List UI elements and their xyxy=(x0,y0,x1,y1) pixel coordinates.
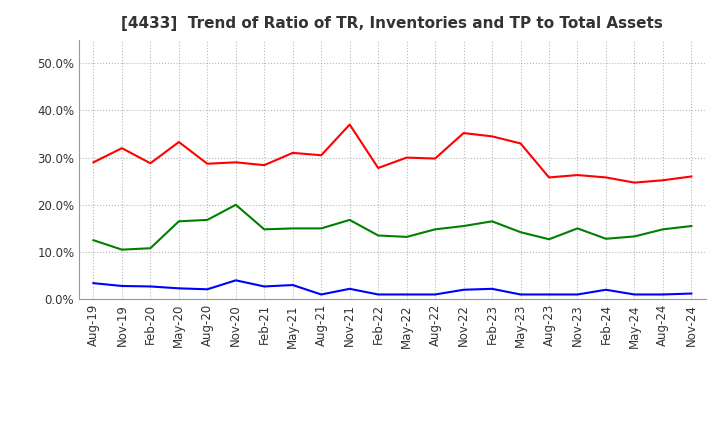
Trade Receivables xyxy=(630,180,639,185)
Inventories xyxy=(659,292,667,297)
Inventories xyxy=(232,278,240,283)
Trade Receivables xyxy=(431,156,439,161)
Inventories xyxy=(545,292,554,297)
Inventories xyxy=(487,286,496,291)
Inventories xyxy=(459,287,468,293)
Inventories xyxy=(402,292,411,297)
Trade Payables xyxy=(174,219,183,224)
Trade Payables xyxy=(602,236,611,242)
Trade Receivables xyxy=(402,155,411,160)
Trade Payables xyxy=(630,234,639,239)
Trade Receivables xyxy=(459,130,468,136)
Inventories xyxy=(431,292,439,297)
Inventories xyxy=(174,286,183,291)
Trade Receivables xyxy=(260,162,269,168)
Inventories xyxy=(317,292,325,297)
Trade Receivables xyxy=(89,160,98,165)
Inventories xyxy=(346,286,354,291)
Trade Receivables xyxy=(174,139,183,145)
Trade Payables xyxy=(346,217,354,223)
Trade Payables xyxy=(232,202,240,207)
Trade Payables xyxy=(146,246,155,251)
Trade Payables xyxy=(374,233,382,238)
Line: Trade Receivables: Trade Receivables xyxy=(94,125,691,183)
Inventories xyxy=(687,291,696,296)
Trade Receivables xyxy=(146,161,155,166)
Trade Receivables xyxy=(659,178,667,183)
Trade Payables xyxy=(89,238,98,243)
Trade Payables xyxy=(117,247,126,252)
Line: Trade Payables: Trade Payables xyxy=(94,205,691,249)
Trade Payables xyxy=(317,226,325,231)
Inventories xyxy=(260,284,269,289)
Trade Receivables xyxy=(516,141,525,146)
Trade Payables xyxy=(203,217,212,223)
Inventories xyxy=(203,286,212,292)
Inventories xyxy=(89,281,98,286)
Inventories xyxy=(146,284,155,289)
Inventories xyxy=(117,283,126,289)
Inventories xyxy=(289,282,297,288)
Trade Payables xyxy=(487,219,496,224)
Inventories xyxy=(602,287,611,293)
Trade Payables xyxy=(687,224,696,229)
Line: Inventories: Inventories xyxy=(94,280,691,294)
Trade Payables xyxy=(573,226,582,231)
Trade Receivables xyxy=(289,150,297,155)
Trade Payables xyxy=(516,230,525,235)
Trade Receivables xyxy=(317,153,325,158)
Trade Payables xyxy=(402,234,411,239)
Inventories xyxy=(516,292,525,297)
Trade Payables xyxy=(459,224,468,229)
Trade Payables xyxy=(545,237,554,242)
Trade Payables xyxy=(260,227,269,232)
Trade Receivables xyxy=(573,172,582,178)
Trade Receivables xyxy=(602,175,611,180)
Trade Payables xyxy=(289,226,297,231)
Inventories xyxy=(573,292,582,297)
Trade Receivables xyxy=(374,165,382,171)
Trade Receivables xyxy=(346,122,354,127)
Trade Payables xyxy=(659,227,667,232)
Title: [4433]  Trend of Ratio of TR, Inventories and TP to Total Assets: [4433] Trend of Ratio of TR, Inventories… xyxy=(122,16,663,32)
Trade Receivables xyxy=(487,134,496,139)
Trade Receivables xyxy=(203,161,212,166)
Inventories xyxy=(630,292,639,297)
Trade Receivables xyxy=(545,175,554,180)
Trade Receivables xyxy=(117,146,126,151)
Inventories xyxy=(374,292,382,297)
Trade Payables xyxy=(431,227,439,232)
Trade Receivables xyxy=(687,174,696,179)
Trade Receivables xyxy=(232,160,240,165)
